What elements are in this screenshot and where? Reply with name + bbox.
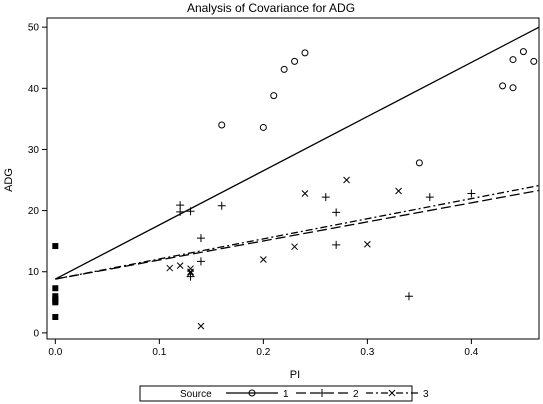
- y-tick-label: 50: [28, 23, 40, 34]
- x-axis-label: PI: [290, 369, 300, 381]
- point-series-1: [415, 159, 423, 167]
- point-series-1: [280, 65, 288, 73]
- point-series-2: [425, 193, 434, 202]
- point-series-1: [509, 56, 517, 64]
- y-tick-label: 40: [28, 84, 40, 95]
- y-tick-label: 0: [33, 328, 39, 339]
- point-series-1: [270, 92, 278, 100]
- legend-label-1: 1: [283, 389, 289, 400]
- fit-line-1: [55, 26, 540, 280]
- data-points: [52, 48, 538, 330]
- legend-title: Source: [180, 389, 212, 400]
- point-series-2: [467, 189, 476, 198]
- chart-title: Analysis of Covariance for ADG: [187, 1, 355, 15]
- legend: Source 1 2 3: [139, 385, 429, 402]
- point-series-2: [404, 292, 413, 301]
- point-series-1: [499, 82, 507, 90]
- x-tick-label: 0.0: [48, 347, 62, 358]
- point-series-2: [186, 207, 195, 216]
- point-series-2: [321, 193, 330, 202]
- y-axis-label: ADG: [3, 168, 15, 192]
- point-series-2: [332, 240, 341, 249]
- plot-frame: [46, 17, 540, 340]
- x-tick-label: 0.3: [360, 347, 374, 358]
- axis-ticks: 0.0 0.1 0.2 0.3 0.4 0 10 20 30 40 50: [28, 23, 479, 358]
- point-series-3: [176, 262, 184, 269]
- point-series-3: [291, 243, 298, 251]
- point-series-1: [530, 57, 538, 65]
- point-series-3: [187, 269, 194, 277]
- point-series-1: [259, 123, 267, 131]
- x-tick-label: 0.4: [464, 347, 478, 358]
- point-series-1: [509, 84, 517, 92]
- point-series-1: [301, 49, 309, 57]
- legend-marker-3: [388, 389, 396, 397]
- point-series-3: [301, 190, 309, 197]
- point-series-3: [395, 187, 402, 195]
- y-tick-label: 20: [28, 206, 40, 217]
- point-series-2: [176, 201, 185, 210]
- point-square: [52, 299, 59, 306]
- point-series-2: [196, 257, 205, 266]
- point-series-3: [364, 240, 371, 248]
- legend-marker-1: [248, 389, 256, 397]
- x-tick-label: 0.2: [256, 347, 270, 358]
- point-series-3: [343, 176, 350, 184]
- point-series-3: [260, 256, 267, 263]
- point-series-3: [197, 322, 205, 330]
- legend-label-3: 3: [423, 389, 429, 400]
- x-tick-label: 0.1: [152, 347, 166, 358]
- point-series-2: [332, 208, 341, 217]
- fit-line-2: [55, 189, 540, 280]
- y-tick-label: 30: [28, 145, 40, 156]
- point-series-2: [176, 207, 185, 216]
- point-series-1: [519, 48, 527, 56]
- legend-marker-2: [318, 389, 326, 397]
- point-series-3: [187, 268, 194, 276]
- point-series-2: [186, 272, 195, 281]
- point-series-1: [291, 57, 299, 65]
- point-series-1: [218, 121, 226, 129]
- legend-label-2: 2: [353, 389, 359, 400]
- y-tick-label: 10: [28, 267, 40, 278]
- point-series-2: [217, 201, 226, 210]
- point-square: [52, 313, 59, 320]
- fit-lines: [55, 26, 540, 280]
- point-square: [52, 243, 59, 250]
- point-square: [52, 285, 59, 292]
- point-series-2: [196, 234, 205, 243]
- point-series-3: [166, 264, 174, 272]
- fit-line-3: [55, 184, 540, 280]
